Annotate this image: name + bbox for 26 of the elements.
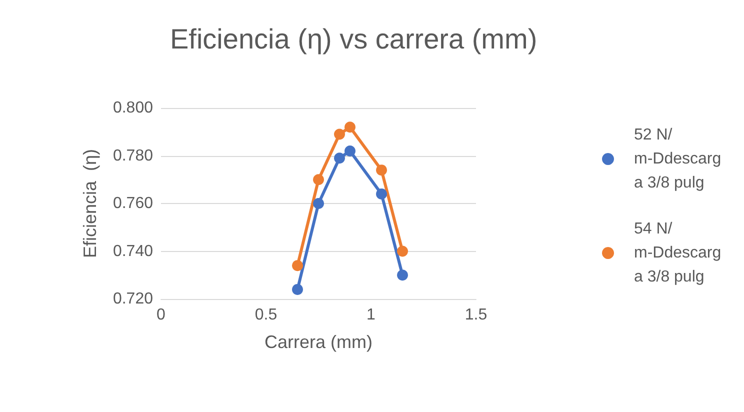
y-tick-label: 0.760 (112, 195, 154, 212)
point (344, 122, 356, 133)
point (344, 145, 356, 156)
y-tick-label: 0.780 (112, 147, 154, 164)
y-tick-label: 0.740 (112, 242, 154, 260)
x-axis-title: Carrera (mm) (264, 332, 372, 352)
chart-title: Eficiencia (η) vs carrera (mm) (170, 24, 538, 54)
point (334, 128, 345, 140)
point (334, 152, 345, 164)
point (397, 246, 408, 257)
point (313, 198, 324, 209)
x-tick-label: 0 (156, 306, 166, 324)
point (313, 174, 324, 186)
point (376, 164, 387, 176)
point (397, 270, 408, 281)
legend-label: 54 N/m-Ddescarga 3/8 pulg (634, 220, 722, 286)
x-tick-label: 1 (366, 306, 376, 324)
point (292, 284, 303, 295)
x-tick-label: 0.5 (254, 306, 278, 324)
legend-label: 52 N/m-Ddescarga 3/8 pulg (634, 126, 722, 192)
point (376, 188, 387, 200)
y-tick-label: 0.800 (112, 100, 154, 116)
y-tick-label: 0.720 (112, 290, 154, 308)
point (292, 260, 303, 272)
x-tick-label: 1.5 (464, 306, 488, 324)
y-axis-title: Eficiencia (η) (80, 148, 100, 258)
